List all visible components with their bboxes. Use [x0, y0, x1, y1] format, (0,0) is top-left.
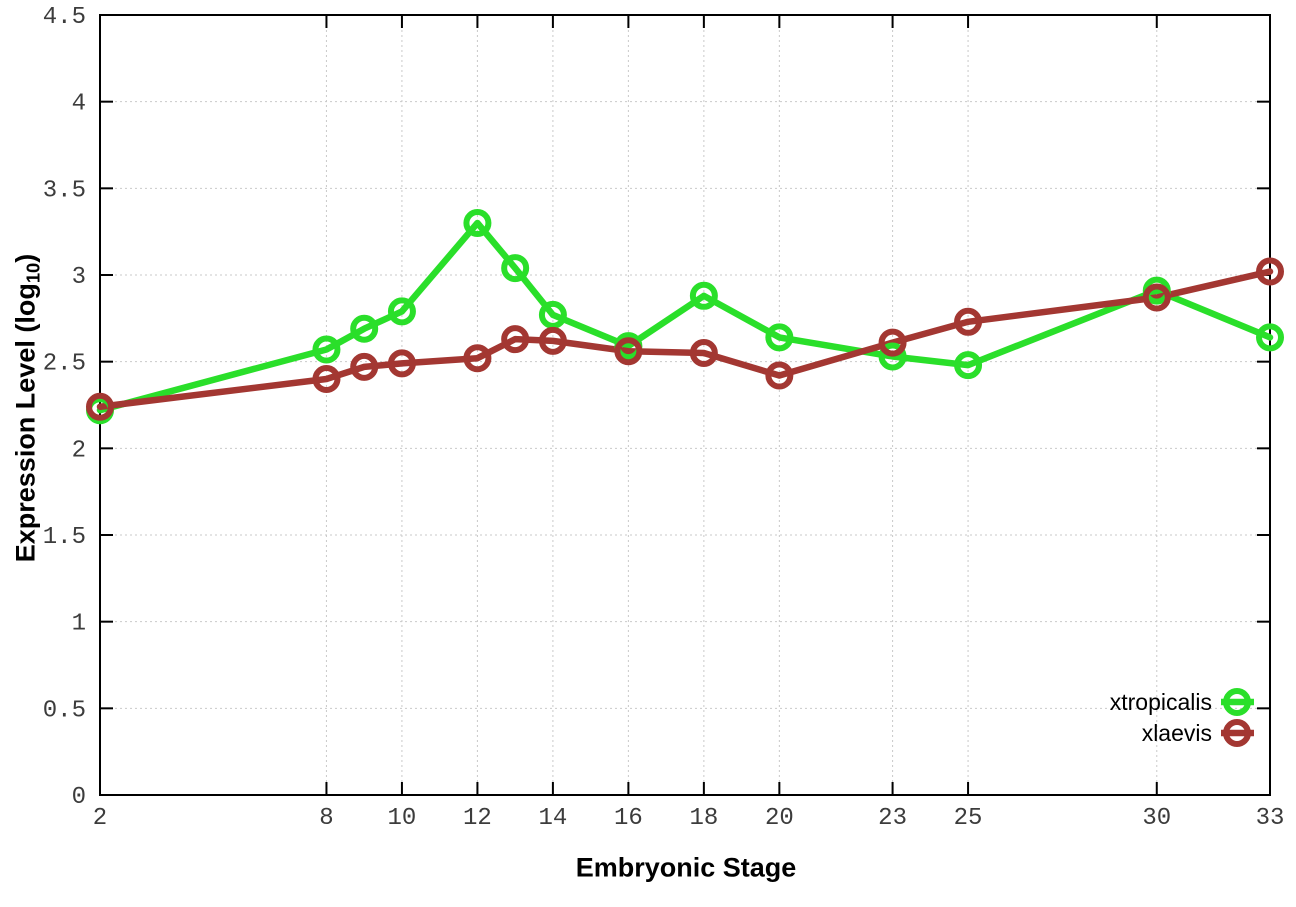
data-point-marker-xlaevis	[614, 337, 643, 366]
y-tick-label: 4	[72, 91, 86, 118]
data-point-marker-xtropicalis	[1256, 323, 1284, 352]
data-point-marker-xtropicalis	[312, 335, 341, 364]
data-point-marker-xtropicalis	[765, 323, 794, 352]
legend-label-xtropicalis: xtropicalis	[1110, 689, 1212, 715]
x-tick-label: 33	[1256, 805, 1285, 832]
data-point-marker-xlaevis	[954, 307, 983, 336]
data-point-marker-xlaevis	[350, 352, 379, 381]
x-tick-label: 23	[878, 805, 907, 832]
y-axis-title-subscript: 10	[22, 262, 44, 284]
y-tick-label: 3	[72, 264, 86, 291]
data-point-marker-xlaevis	[501, 325, 530, 354]
data-point-marker-xtropicalis	[538, 300, 567, 329]
y-tick-label: 0	[72, 784, 86, 811]
y-axis-title-text: Expression Level (log	[10, 283, 41, 563]
legend-marker-xtropicalis	[1223, 688, 1251, 716]
y-tick-label: 1.5	[43, 524, 86, 551]
data-point-marker-xlaevis	[765, 361, 794, 390]
data-point-marker-xtropicalis	[878, 342, 907, 371]
data-point-marker-xlaevis	[86, 392, 114, 421]
x-tick-label: 18	[689, 805, 718, 832]
y-tick-label: 2.5	[43, 351, 86, 378]
y-tick-label: 0.5	[43, 697, 86, 724]
legend-label-xlaevis: xlaevis	[1142, 720, 1212, 746]
data-point-marker-xlaevis	[387, 349, 416, 378]
x-tick-label: 2	[93, 805, 107, 832]
data-point-marker-xlaevis	[1142, 283, 1171, 312]
x-tick-label: 25	[954, 805, 983, 832]
x-tick-label: 8	[319, 805, 333, 832]
x-axis-title: Embryonic Stage	[575, 852, 797, 883]
x-tick-label: 30	[1142, 805, 1171, 832]
plot-border	[99, 14, 1271, 796]
data-point-marker-xtropicalis	[501, 254, 530, 283]
data-point-marker-xlaevis	[1256, 257, 1284, 286]
y-tick-label: 2	[72, 437, 86, 464]
y-tick-label: 1	[72, 611, 86, 638]
legend-marker-xlaevis	[1223, 719, 1251, 747]
y-axis-title: Expression Level (log10)	[10, 254, 44, 563]
series-line-xlaevis	[96, 268, 1274, 410]
x-tick-label: 10	[388, 805, 417, 832]
data-point-marker-xtropicalis	[350, 314, 379, 343]
x-tick-label: 20	[765, 805, 794, 832]
y-tick-label: 3.5	[43, 177, 86, 204]
data-point-marker-xlaevis	[878, 328, 907, 357]
data-point-marker-xlaevis	[312, 365, 341, 393]
data-point-marker-xtropicalis	[463, 209, 492, 237]
x-tick-label: 16	[614, 805, 643, 832]
data-point-marker-xtropicalis	[387, 297, 416, 326]
data-point-marker-xlaevis	[689, 339, 718, 367]
data-point-marker-xlaevis	[463, 344, 492, 373]
x-tick-label: 14	[538, 805, 567, 832]
x-tick-label: 12	[463, 805, 492, 832]
data-point-marker-xtropicalis	[954, 351, 983, 380]
data-point-marker-xtropicalis	[689, 281, 718, 310]
y-tick-label: 4.5	[43, 4, 86, 31]
data-point-marker-xlaevis	[538, 326, 567, 355]
